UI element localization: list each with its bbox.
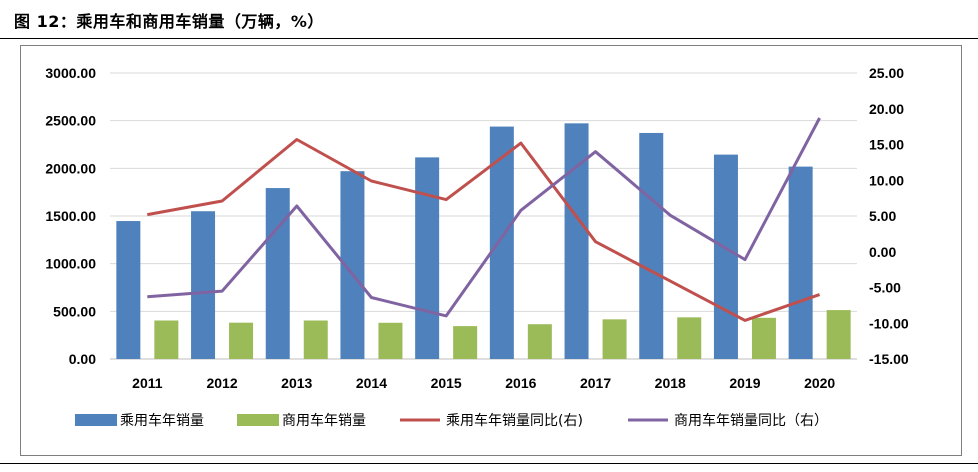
commercial-sales-bar: [378, 322, 403, 359]
passenger-sales-bar: [265, 188, 290, 359]
gridlines: [110, 72, 857, 360]
right-axis-tick-label: 5.00: [869, 208, 896, 224]
x-axis-tick-label: 2014: [356, 375, 387, 391]
passenger-sales-bar: [639, 132, 664, 359]
right-axis-tick-label: -15.00: [869, 351, 909, 367]
x-axis-tick-label: 2018: [655, 375, 686, 391]
passenger-yoy-line: [147, 138, 821, 322]
figure-title: 图 12：乘用车和商用车销量（万辆，%）: [14, 12, 324, 31]
left-axis-tick-label: 2000.00: [45, 160, 96, 176]
commercial-sales-bar: [527, 324, 552, 359]
bottom-rule: [0, 463, 978, 464]
passenger-sales-bar: [564, 123, 589, 359]
x-axis-tick-label: 2017: [580, 375, 611, 391]
top-rule: [0, 38, 978, 39]
passenger-sales-bar: [116, 221, 141, 359]
legend-label: 乘用车年销量同比(右): [446, 412, 583, 429]
passenger-sales-bar: [788, 166, 813, 359]
commercial-sales-bar: [826, 310, 851, 359]
bar-series: [116, 123, 851, 359]
passenger-sales-bar: [713, 154, 738, 359]
right-axis-tick-label: 20.00: [869, 101, 904, 117]
commercial-sales-bar: [229, 322, 254, 359]
commercial-sales-bar: [677, 317, 702, 359]
x-axis-tick-label: 2012: [206, 375, 237, 391]
commercial-sales-bar: [602, 319, 627, 359]
left-axis-ticks: 0.00 500.00 1000.00 1500.00 2000.00 2500.00 30…: [45, 65, 96, 367]
passenger-sales-bar: [489, 126, 514, 359]
left-axis-tick-label: 0.00: [69, 351, 96, 367]
x-axis-tick-label: 2020: [804, 375, 835, 391]
right-axis-ticks: -15.00 -10.00 -5.00 0.00 5.00 10.00 15.00 20.00…: [869, 65, 909, 367]
chart-frame: [20, 45, 962, 456]
x-axis-ticks: 2011 2012 2013 2014 2015 2016 2017 2018 2019 2020: [132, 375, 835, 391]
left-axis-tick-label: 3000.00: [45, 65, 96, 81]
legend-swatch-passenger-sales: [75, 414, 117, 426]
left-axis-tick-label: 500.00: [53, 303, 96, 319]
x-axis-tick-label: 2015: [431, 375, 462, 391]
legend-label: 乘用车年销量: [120, 412, 204, 429]
right-axis-tick-label: 0.00: [869, 244, 896, 260]
right-axis-tick-label: -10.00: [869, 315, 909, 331]
x-axis-tick-label: 2019: [729, 375, 760, 391]
right-axis-tick-label: 15.00: [869, 137, 904, 153]
legend-label: 商用车年销量同比（右）: [674, 412, 828, 429]
right-axis-tick-label: -5.00: [869, 280, 901, 296]
left-axis-tick-label: 1500.00: [45, 208, 96, 224]
right-axis-tick-label: 10.00: [869, 172, 904, 188]
passenger-sales-bar: [415, 157, 440, 359]
passenger-sales-bar: [191, 211, 216, 359]
left-axis-tick-label: 2500.00: [45, 113, 96, 129]
commercial-sales-bar: [453, 326, 478, 359]
commercial-yoy-line: [147, 117, 821, 318]
x-axis-tick-label: 2011: [132, 375, 163, 391]
commercial-sales-bar: [751, 317, 776, 359]
x-axis-tick-label: 2016: [505, 375, 536, 391]
legend-swatch-commercial-sales: [237, 414, 279, 426]
left-axis-tick-label: 1000.00: [45, 256, 96, 272]
right-axis-tick-label: 25.00: [869, 65, 904, 81]
line-series: [147, 117, 821, 322]
commercial-sales-bar: [154, 320, 179, 359]
commercial-sales-bar: [303, 320, 328, 359]
legend: 乘用车年销量 商用车年销量 乘用车年销量同比(右) 商用车年销量同比（右）: [75, 412, 828, 429]
x-axis-tick-label: 2013: [281, 375, 312, 391]
legend-label: 商用车年销量: [282, 412, 366, 429]
